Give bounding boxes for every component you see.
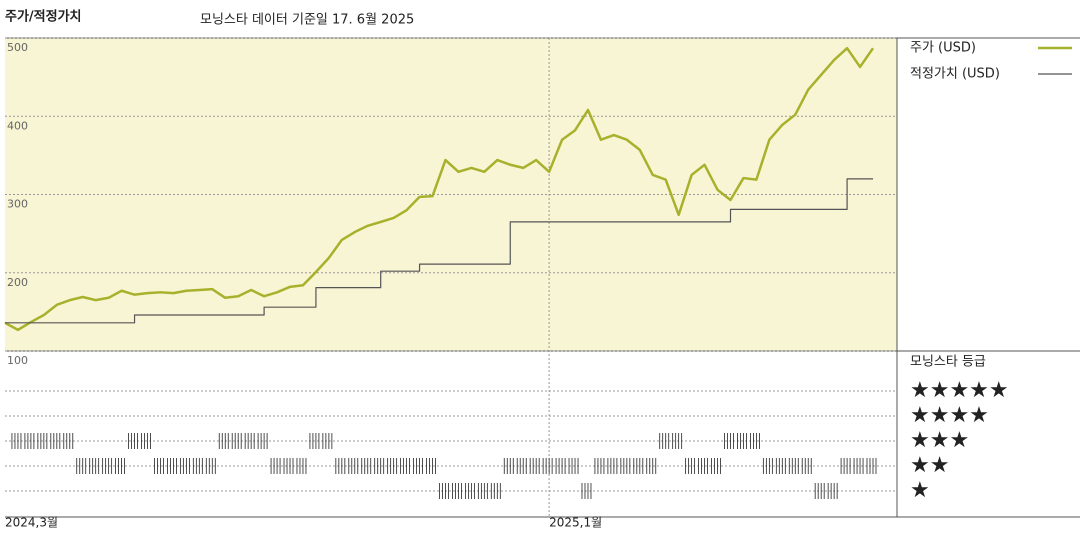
rating-mark — [374, 458, 385, 474]
rating-mark — [737, 433, 747, 449]
rating-mark — [724, 433, 734, 449]
rating-mark — [866, 458, 877, 474]
x-tick-label: 2024,3월 — [5, 516, 58, 530]
rating-mark — [464, 483, 475, 499]
series-line — [4, 46, 875, 332]
rating-mark — [11, 433, 22, 449]
rating-mark — [814, 483, 825, 499]
rating-mark — [322, 433, 333, 449]
rating-mark — [283, 458, 294, 474]
rating-mark — [659, 433, 670, 449]
rating-mark — [270, 458, 281, 474]
rating-mark — [361, 458, 372, 474]
legend-label: 적정가치 (USD) — [910, 67, 1000, 82]
rating-mark — [853, 458, 864, 474]
rating-mark — [205, 458, 216, 474]
rating-mark — [555, 458, 566, 474]
rating-title: 모닝스타 등급 — [910, 355, 986, 370]
rating-mark — [581, 483, 592, 499]
rating-mark — [490, 483, 501, 499]
rating-mark — [711, 458, 721, 474]
rating-label: ★★★★★ — [910, 378, 1009, 403]
legend-label: 주가 (USD) — [910, 41, 976, 56]
chart-subtitle: 모닝스타 데이터 기준일 17. 6월 2025 — [200, 13, 414, 28]
rating-mark — [750, 433, 760, 449]
chart-title: 주가/적정가치 — [5, 9, 82, 25]
y-tick-label: 100 — [7, 354, 28, 367]
rating-mark — [775, 458, 786, 474]
rating-mark — [154, 458, 164, 474]
rating-mark — [762, 458, 773, 474]
rating-mark — [568, 458, 579, 474]
rating-mark — [840, 458, 851, 474]
rating-mark — [218, 433, 229, 449]
rating-mark — [128, 433, 138, 449]
rating-mark — [426, 458, 436, 474]
rating-mark — [413, 458, 423, 474]
y-tick-label: 300 — [7, 198, 28, 211]
rating-mark — [607, 458, 618, 474]
rating-mark — [335, 458, 346, 474]
rating-mark — [141, 433, 151, 449]
rating-mark — [827, 483, 838, 499]
rating-mark — [76, 458, 87, 474]
rating-mark — [542, 458, 553, 474]
rating-mark — [257, 433, 268, 449]
y-tick-label: 400 — [7, 119, 28, 132]
rating-mark — [594, 458, 605, 474]
y-tick-label: 200 — [7, 276, 28, 289]
rating-mark — [296, 458, 307, 474]
rating-mark — [788, 458, 799, 474]
rating-mark — [400, 458, 411, 474]
rating-mark — [50, 433, 61, 449]
rating-label: ★★★★ — [910, 403, 989, 428]
rating-label: ★★★ — [910, 428, 969, 453]
rating-mark — [37, 433, 48, 449]
rating-mark — [503, 458, 514, 474]
rating-mark — [348, 458, 359, 474]
rating-mark — [620, 458, 631, 474]
rating-mark — [633, 458, 644, 474]
rating-mark — [244, 433, 255, 449]
rating-mark — [452, 483, 462, 499]
rating-label: ★★ — [910, 453, 949, 478]
rating-mark — [24, 433, 35, 449]
rating-mark — [685, 458, 696, 474]
rating-mark — [801, 458, 812, 474]
rating-mark — [698, 458, 708, 474]
rating-mark — [477, 483, 488, 499]
rating-mark — [167, 458, 177, 474]
rating-mark — [192, 458, 203, 474]
rating-mark — [89, 458, 100, 474]
rating-mark — [102, 458, 113, 474]
rating-mark — [646, 458, 657, 474]
rating-mark — [309, 433, 320, 449]
rating-mark — [179, 458, 190, 474]
rating-mark — [439, 483, 449, 499]
rating-label: ★ — [910, 478, 930, 503]
rating-mark — [529, 458, 540, 474]
rating-mark — [63, 433, 74, 449]
x-tick-label: 2025,1월 — [549, 516, 602, 530]
series-line — [5, 178, 873, 324]
y-tick-label: 500 — [7, 41, 28, 54]
rating-mark — [516, 458, 527, 474]
rating-mark — [115, 458, 125, 474]
rating-mark — [672, 433, 683, 449]
rating-mark — [231, 433, 242, 449]
rating-mark — [387, 458, 398, 474]
